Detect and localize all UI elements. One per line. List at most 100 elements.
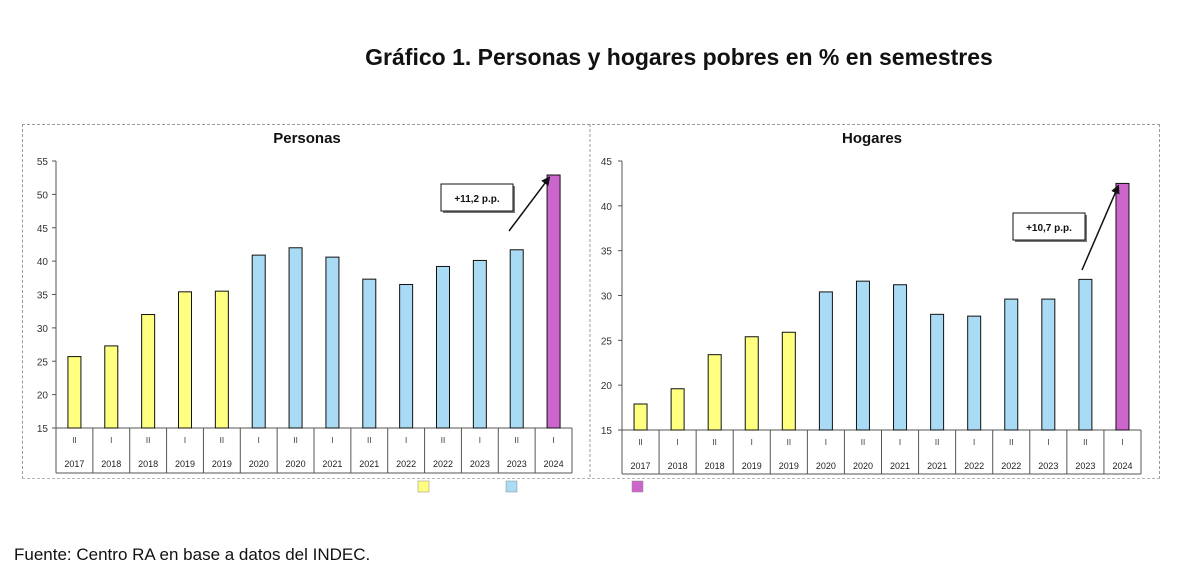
bar-hogares-5	[818, 291, 833, 431]
year-label: 2020	[816, 461, 836, 471]
bar-personas-11	[472, 259, 487, 429]
year-label: 2023	[470, 459, 490, 469]
year-label: 2020	[286, 459, 306, 469]
y-tick-label: 30	[601, 292, 613, 303]
year-label: 2021	[927, 461, 947, 471]
y-tick-label: 45	[601, 157, 613, 168]
y-tick-label: 50	[37, 190, 49, 201]
semester-label: I	[110, 436, 112, 445]
semester-label: I	[258, 436, 260, 445]
semester-label: II	[220, 436, 224, 445]
bar-personas-10	[436, 265, 450, 429]
semester-label: I	[331, 436, 333, 445]
annotation-label-personas: +11,2 p.p.	[454, 194, 500, 205]
source-note: Fuente: Centro RA en base a datos del IN…	[14, 545, 371, 564]
bar-hogares-2	[707, 354, 722, 431]
semester-label: II	[293, 436, 297, 445]
semester-label: I	[751, 438, 753, 447]
year-label: 2022	[1001, 461, 1021, 471]
bar-personas-5	[251, 254, 266, 429]
bar-hogares-9	[967, 315, 982, 431]
semester-label: I	[973, 438, 975, 447]
bar-hogares-3	[744, 336, 759, 431]
year-label: 2019	[779, 461, 799, 471]
bar-personas-7	[325, 256, 340, 429]
bar-personas-9	[399, 283, 414, 429]
semester-label: II	[1009, 438, 1013, 447]
annotation-arrow-hogares	[1081, 184, 1120, 271]
annotation-label-hogares: +10,7 p.p.	[1026, 223, 1072, 234]
year-label: 2017	[631, 461, 651, 471]
year-label: 2018	[138, 459, 158, 469]
year-label: 2018	[101, 459, 121, 469]
semester-label: II	[146, 436, 150, 445]
year-label: 2023	[1038, 461, 1058, 471]
legend-swatch-magenta	[631, 480, 644, 493]
annotation-box-hogares	[1012, 212, 1086, 241]
annotation-box-personas	[440, 183, 514, 212]
semester-label: I	[825, 438, 827, 447]
y-tick-label: 40	[601, 202, 613, 213]
semester-label: II	[712, 438, 716, 447]
y-tick-label: 15	[601, 426, 613, 437]
y-tick-label: 20	[601, 381, 613, 392]
year-label: 2019	[212, 459, 232, 469]
year-label: 2019	[175, 459, 195, 469]
bar-personas-2	[141, 314, 156, 429]
bar-hogares-7	[893, 284, 908, 431]
year-label: 2018	[705, 461, 725, 471]
semester-label: I	[1121, 438, 1123, 447]
semester-label: I	[676, 438, 678, 447]
semester-label: I	[184, 436, 186, 445]
semester-label: II	[638, 438, 642, 447]
year-label: 2022	[396, 459, 416, 469]
bar-personas-6	[288, 247, 303, 429]
legend-swatch-blue	[505, 480, 518, 493]
bar-hogares-6	[855, 280, 870, 431]
bar-personas-4	[214, 290, 229, 429]
legend-swatch-yellow	[417, 480, 430, 493]
semester-label: I	[899, 438, 901, 447]
year-label: 2020	[853, 461, 873, 471]
semester-label: II	[367, 436, 371, 445]
year-label: 2022	[433, 459, 453, 469]
year-label: 2023	[1075, 461, 1095, 471]
year-label: 2019	[742, 461, 762, 471]
y-tick-label: 25	[37, 357, 49, 368]
y-tick-label: 20	[37, 391, 49, 402]
bar-hogares-1	[670, 388, 685, 431]
bar-hogares-12	[1078, 278, 1093, 431]
bar-hogares-4	[781, 331, 796, 431]
year-label: 2024	[1112, 461, 1132, 471]
bar-personas-12	[509, 249, 524, 429]
y-tick-label: 45	[37, 224, 49, 235]
bar-personas-0	[67, 356, 82, 429]
bar-hogares-13	[1115, 182, 1130, 431]
bar-hogares-10	[1004, 298, 1019, 431]
panel-title-personas: Personas	[273, 130, 341, 147]
semester-label: II	[787, 438, 791, 447]
year-label: 2021	[322, 459, 342, 469]
semester-label: II	[72, 436, 76, 445]
semester-label: II	[441, 436, 445, 445]
y-tick-label: 35	[37, 291, 49, 302]
semester-label: II	[861, 438, 865, 447]
semester-label: II	[1083, 438, 1087, 447]
bar-hogares-11	[1041, 298, 1056, 431]
year-label: 2024	[544, 459, 564, 469]
semester-label: II	[514, 436, 518, 445]
panel-title-hogares: Hogares	[842, 130, 902, 147]
bar-personas-3	[178, 291, 192, 429]
year-label: 2018	[668, 461, 688, 471]
bar-personas-13	[546, 174, 561, 429]
bar-hogares-0	[633, 403, 648, 431]
year-label: 2022	[964, 461, 984, 471]
bar-personas-1	[104, 345, 119, 429]
bar-personas-8	[362, 278, 377, 429]
year-label: 2017	[64, 459, 84, 469]
year-label: 2020	[249, 459, 269, 469]
y-tick-label: 40	[37, 257, 49, 268]
y-tick-label: 25	[601, 336, 613, 347]
y-tick-label: 30	[37, 324, 49, 335]
